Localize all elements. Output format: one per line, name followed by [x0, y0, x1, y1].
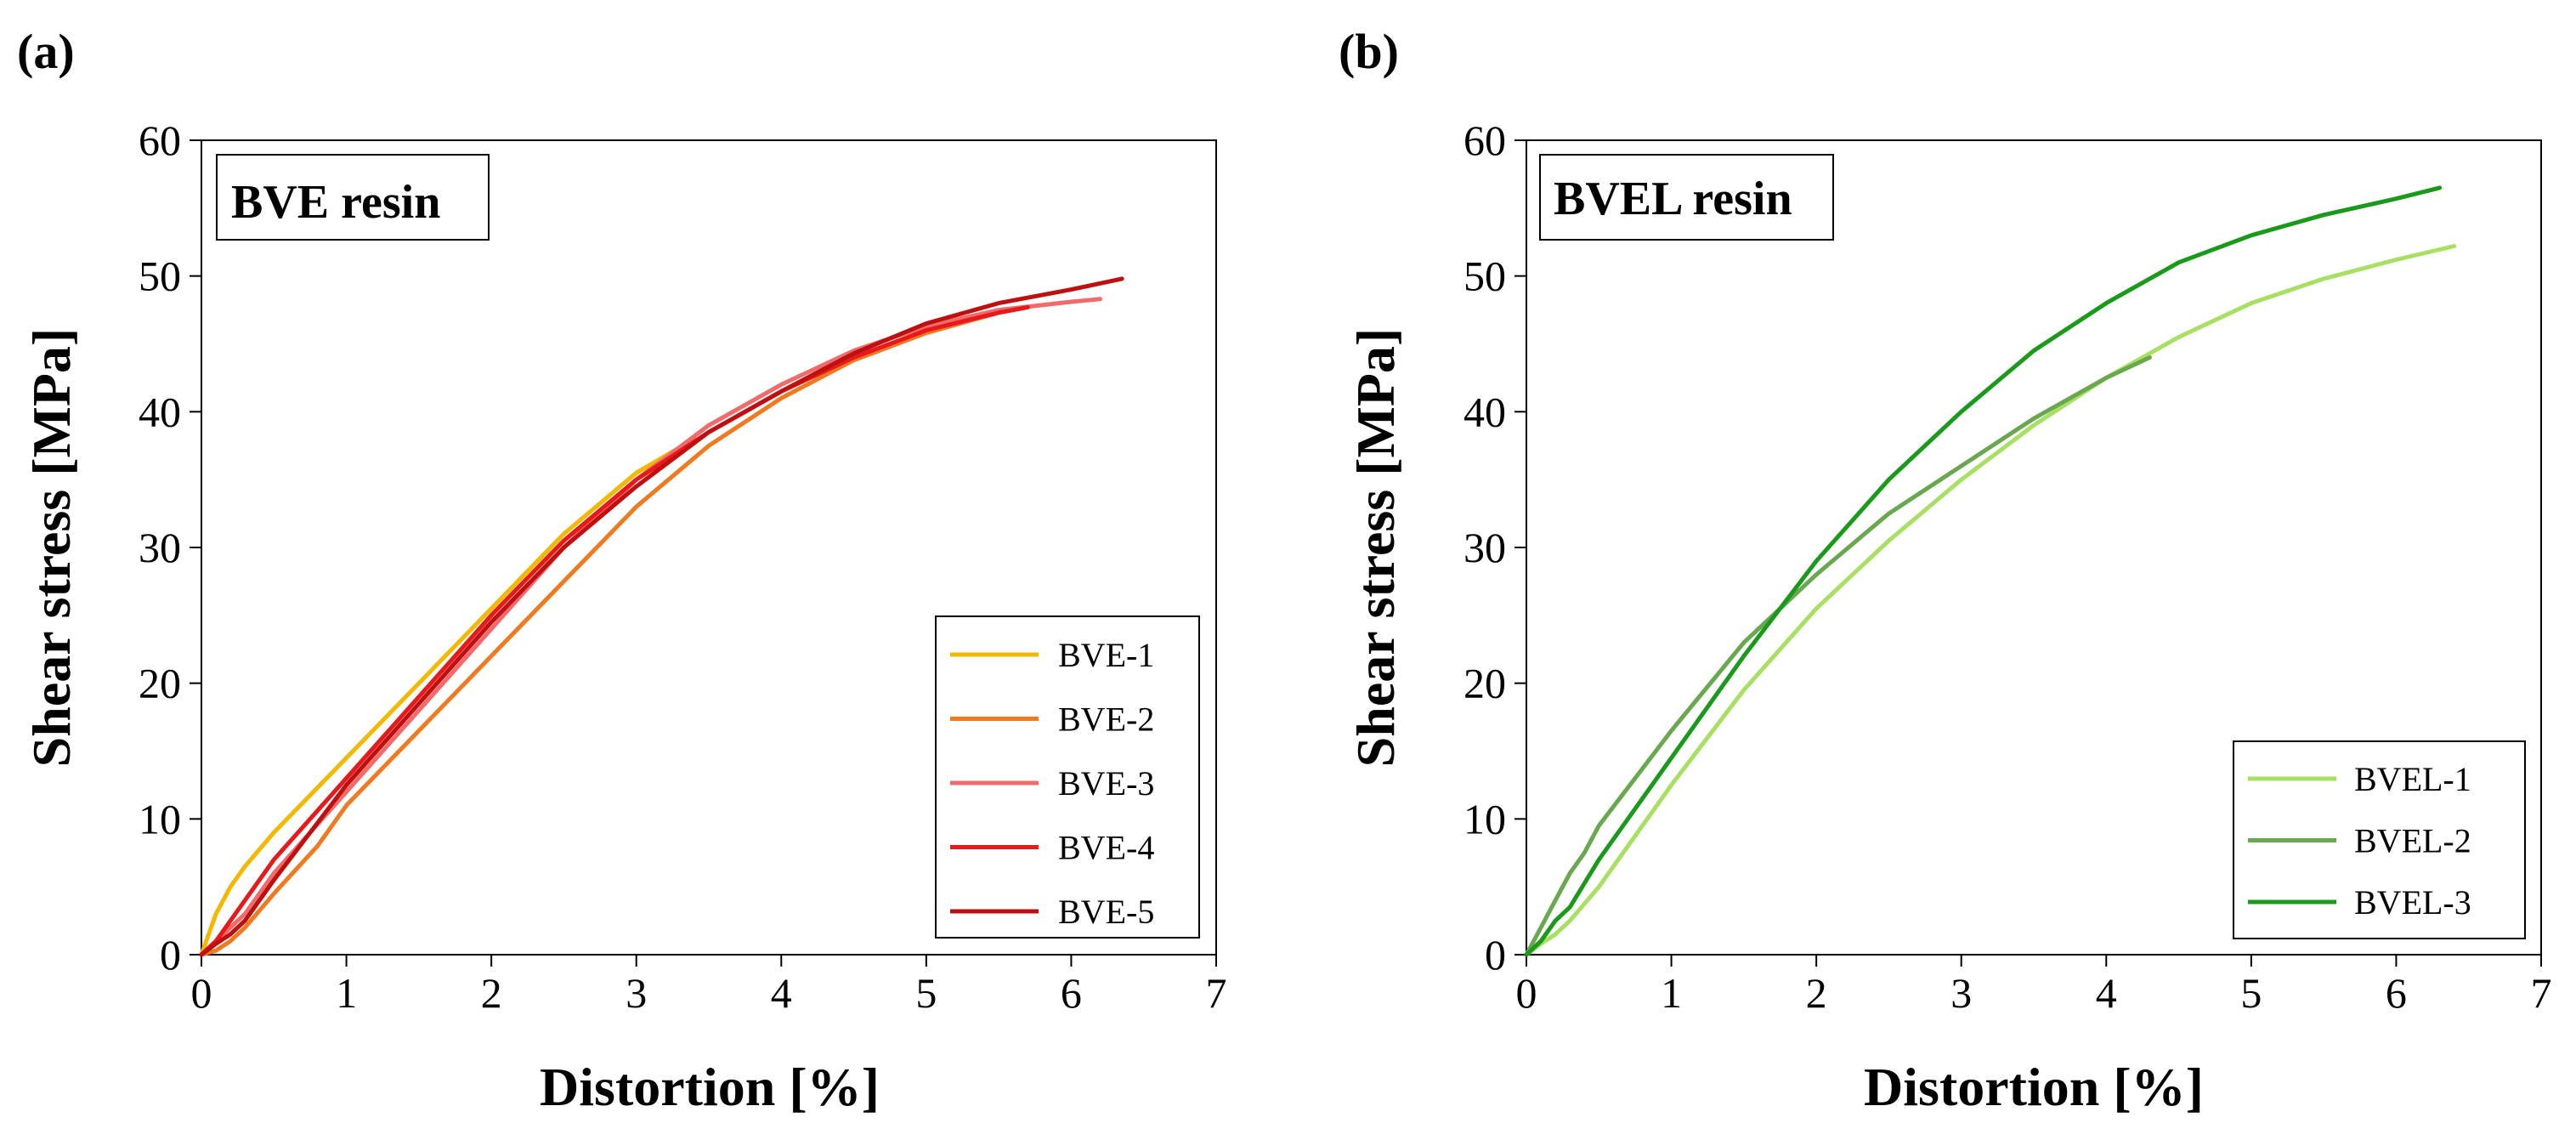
- legend: BVEL-1 BVEL-2 BVEL-3: [2233, 740, 2526, 939]
- y-tick-label: 0: [1485, 931, 1506, 978]
- y-tick-label: 20: [139, 660, 181, 707]
- y-axis-title: Shear stress [MPa]: [1345, 328, 1406, 768]
- x-tick-label: 5: [2240, 969, 2262, 1017]
- title-box: BVE resin: [216, 154, 490, 241]
- y-tick-label: 60: [139, 116, 181, 164]
- x-tick-label: 4: [2096, 969, 2117, 1017]
- x-axis-title: Distortion [%]: [1864, 1057, 2204, 1117]
- x-tick-label: 3: [1950, 969, 1972, 1017]
- chart-panel-b: (b) BVEL resin Distortion [%] Shear stre…: [1339, 24, 2552, 1117]
- x-tick-label: 1: [336, 969, 357, 1017]
- series-line-bve-4: [199, 304, 1030, 957]
- x-tick-label: 1: [1661, 969, 1682, 1017]
- chart-panel-a: (a) BVE resin Distortion [%] Shear stres…: [17, 24, 1227, 1117]
- x-tick-label: 0: [1516, 969, 1537, 1017]
- x-tick-label: 4: [771, 969, 792, 1017]
- x-axis-title: Distortion [%]: [540, 1057, 880, 1117]
- panel-label: (b): [1339, 24, 1399, 79]
- title-box-frame: [216, 154, 490, 241]
- title-box-frame: [1539, 154, 1834, 241]
- legend: BVE-1 BVE-2 BVE-3 BVE-4 BVE-5: [935, 615, 1200, 939]
- panel-label: (a): [17, 24, 75, 79]
- series-layer: [199, 276, 1124, 957]
- y-axis-title: Shear stress [MPa]: [21, 328, 82, 768]
- series-layer: [1524, 185, 2457, 957]
- y-tick-label: 50: [1464, 252, 1506, 300]
- ticks-layer: 0 1 2 3 4 5 6 7 0 10 20 30 40 50 60: [139, 116, 1227, 1017]
- legend-label: BVE-3: [1058, 764, 1154, 803]
- chart-title: BVEL resin: [1554, 173, 1792, 225]
- x-tick-label: 5: [915, 969, 937, 1017]
- y-tick-label: 50: [139, 252, 181, 300]
- y-tick-label: 10: [1464, 795, 1506, 842]
- x-tick-label: 3: [626, 969, 647, 1017]
- y-tick-label: 40: [1464, 388, 1506, 435]
- y-tick-label: 60: [1464, 116, 1506, 164]
- series-line-bvel-2: [1524, 355, 2152, 957]
- y-tick-label: 30: [1464, 524, 1506, 571]
- y-tick-label: 0: [160, 931, 181, 978]
- legend-label: BVEL-2: [2354, 822, 2471, 860]
- y-tick-label: 20: [1464, 660, 1506, 707]
- ticks-layer: 0 1 2 3 4 5 6 7 0 10 20 30 40 50 60: [1464, 116, 2552, 1017]
- legend-label: BVE-5: [1058, 893, 1154, 931]
- legend-items: BVE-1 BVE-2 BVE-3 BVE-4 BVE-5: [950, 636, 1154, 931]
- series-line-bve-3: [199, 297, 1102, 957]
- x-tick-label: 7: [1206, 969, 1227, 1017]
- legend-label: BVE-4: [1058, 829, 1154, 867]
- legend-label: BVEL-3: [2354, 883, 2471, 922]
- legend-label: BVEL-1: [2354, 760, 2471, 798]
- x-tick-label: 6: [1061, 969, 1082, 1017]
- x-tick-label: 7: [2531, 969, 2552, 1017]
- legend-label: BVE-1: [1058, 636, 1154, 674]
- title-box: BVEL resin: [1539, 154, 1834, 241]
- x-tick-label: 6: [2386, 969, 2407, 1017]
- series-line-bve-1: [199, 436, 697, 957]
- x-tick-label: 2: [481, 969, 502, 1017]
- y-tick-label: 30: [139, 524, 181, 571]
- x-tick-label: 0: [191, 969, 212, 1017]
- series-line-bvel-1: [1524, 244, 2457, 957]
- legend-label: BVE-2: [1058, 700, 1154, 739]
- series-line-bve-5: [199, 276, 1124, 957]
- series-line-bvel-3: [1524, 185, 2443, 957]
- chart-title: BVE resin: [231, 176, 440, 229]
- y-tick-label: 40: [139, 388, 181, 435]
- legend-frame: [935, 615, 1200, 939]
- legend-items: BVEL-1 BVEL-2 BVEL-3: [2248, 760, 2471, 922]
- y-tick-label: 10: [139, 795, 181, 842]
- series-line-bve-2: [199, 306, 1023, 957]
- x-tick-label: 2: [1806, 969, 1827, 1017]
